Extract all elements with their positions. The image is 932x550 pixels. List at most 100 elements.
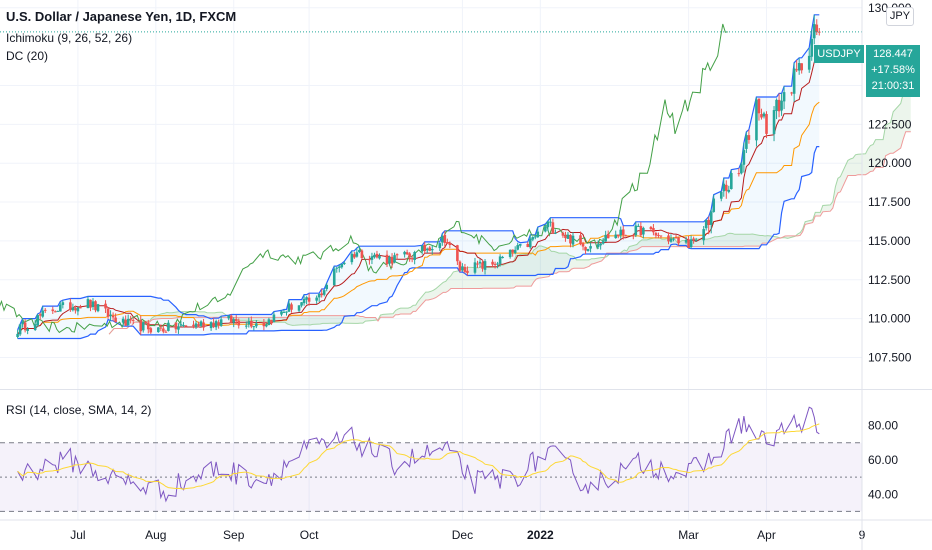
price-tick-label: 117.500 bbox=[868, 195, 911, 209]
candle-body bbox=[498, 256, 502, 264]
candle-body bbox=[478, 261, 482, 264]
rsi-line bbox=[17, 406, 820, 503]
candle-body bbox=[302, 298, 306, 304]
candle-body bbox=[26, 329, 29, 331]
candle-body bbox=[282, 311, 286, 313]
candle-body bbox=[561, 232, 565, 236]
candle-body bbox=[393, 255, 396, 263]
candle-body bbox=[280, 311, 283, 315]
candle-body bbox=[267, 319, 271, 325]
candle-body bbox=[229, 315, 233, 323]
candle-body bbox=[159, 327, 163, 329]
candle-body bbox=[144, 321, 148, 324]
candle-body bbox=[219, 319, 223, 326]
candle-body bbox=[355, 252, 359, 257]
candle-body bbox=[199, 321, 203, 326]
candle-body bbox=[491, 261, 494, 265]
candle-body bbox=[33, 324, 37, 330]
candle-body bbox=[209, 322, 213, 329]
candle-body bbox=[619, 229, 623, 236]
candle-body bbox=[531, 237, 535, 240]
candle-body bbox=[704, 220, 708, 229]
price-tick-label: 107.500 bbox=[868, 350, 912, 364]
candle-body bbox=[446, 242, 449, 244]
donchian-legend[interactable]: DC (20) bbox=[6, 49, 49, 63]
donchian-upper bbox=[17, 14, 820, 331]
candle-body bbox=[544, 226, 547, 232]
candle-body bbox=[596, 244, 600, 248]
last-price-label: 128.447 +17.58% 21:00:31 bbox=[866, 45, 920, 97]
candle-body bbox=[408, 253, 411, 258]
candle-body bbox=[428, 247, 432, 251]
candle-body bbox=[250, 321, 253, 327]
candle-body bbox=[265, 324, 268, 327]
candle-body bbox=[79, 307, 82, 309]
candle-body bbox=[177, 326, 180, 330]
candle-body bbox=[765, 114, 768, 134]
candle-body bbox=[810, 38, 814, 57]
candle-body bbox=[174, 322, 178, 330]
candle-body bbox=[606, 233, 610, 239]
candle-body bbox=[757, 98, 761, 114]
candle-body bbox=[458, 261, 462, 271]
price-tick-label: 120.000 bbox=[868, 156, 912, 170]
candle-body bbox=[637, 225, 640, 227]
candle-body bbox=[420, 245, 424, 251]
candle-body bbox=[227, 315, 230, 319]
candle-body bbox=[395, 254, 399, 256]
candle-body bbox=[790, 92, 793, 94]
candle-body bbox=[385, 254, 389, 265]
candle-body bbox=[320, 293, 323, 296]
time-tick-label: Sep bbox=[223, 528, 245, 542]
candle-body bbox=[722, 183, 726, 192]
candle-body bbox=[456, 245, 459, 262]
candle-body bbox=[659, 235, 663, 237]
candle-body bbox=[126, 318, 130, 326]
candle-body bbox=[104, 303, 107, 309]
candle-body bbox=[375, 253, 379, 258]
candle-body bbox=[21, 321, 24, 325]
candle-body bbox=[146, 322, 150, 330]
candle-body bbox=[390, 256, 394, 264]
candle-body bbox=[792, 68, 796, 94]
candle-body bbox=[549, 221, 552, 223]
candle-body bbox=[639, 226, 643, 236]
candle-body bbox=[812, 24, 816, 39]
candle-body bbox=[566, 234, 570, 239]
conversion-line bbox=[17, 57, 820, 335]
rsi-legend[interactable]: RSI (14, close, SMA, 14, 2) bbox=[6, 403, 152, 417]
candle-body bbox=[466, 270, 469, 273]
base-line bbox=[17, 101, 820, 335]
currency-badge[interactable]: JPY bbox=[886, 7, 914, 26]
candle-body bbox=[463, 267, 467, 272]
candle-body bbox=[217, 322, 220, 326]
candle-body bbox=[755, 99, 758, 141]
lagging-span bbox=[0, 23, 728, 334]
candle-body bbox=[43, 309, 47, 311]
candle-body bbox=[89, 299, 92, 308]
bar-countdown: 21:00:31 bbox=[871, 80, 915, 92]
candle-body bbox=[669, 238, 673, 242]
ichimoku-legend[interactable]: Ichimoku (9, 26, 52, 26) bbox=[6, 31, 133, 45]
candle-body bbox=[724, 184, 728, 191]
candle-body bbox=[740, 164, 743, 174]
candle-body bbox=[305, 297, 308, 300]
candle-body bbox=[581, 243, 585, 247]
candle-body bbox=[388, 256, 391, 264]
candle-body bbox=[719, 191, 723, 199]
candle-body bbox=[601, 241, 605, 244]
pane-separator[interactable] bbox=[0, 389, 932, 390]
candle-body bbox=[167, 322, 170, 331]
candle-body bbox=[616, 234, 620, 237]
candle-body bbox=[441, 236, 444, 243]
candle-body bbox=[493, 263, 497, 265]
candle-body bbox=[403, 251, 406, 255]
candle-body bbox=[815, 24, 819, 33]
candle-body bbox=[290, 304, 293, 310]
candle-body bbox=[234, 319, 238, 322]
candle-body bbox=[667, 235, 670, 242]
candle-body bbox=[599, 243, 602, 246]
candle-body bbox=[501, 257, 504, 259]
candle-body bbox=[91, 301, 95, 308]
